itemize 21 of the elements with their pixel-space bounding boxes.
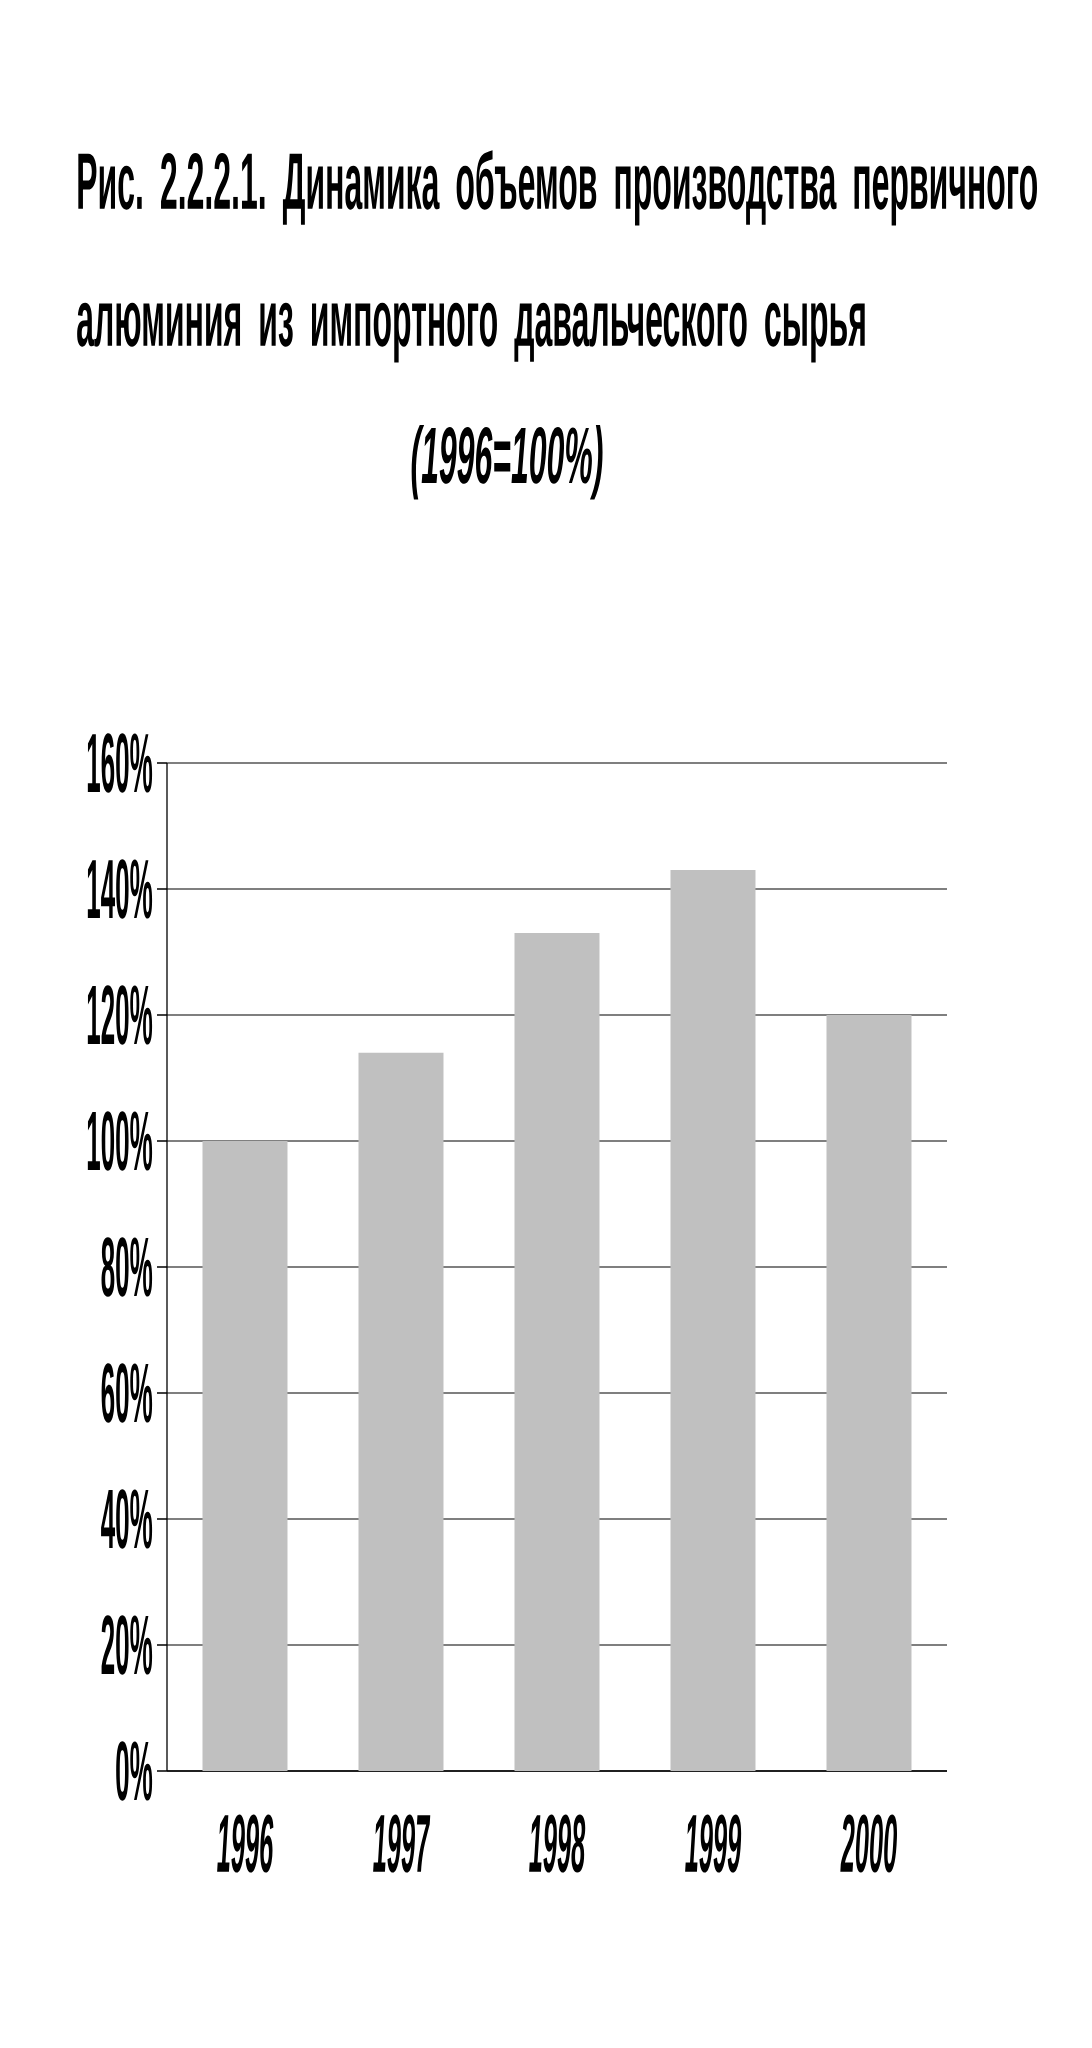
x-tick-label: 1996	[217, 1814, 274, 1873]
x-tick-label: 1999	[685, 1814, 742, 1873]
x-tick-label: 1998	[529, 1814, 586, 1873]
y-tick-label: 100%	[87, 1111, 153, 1171]
y-tick-label: 0%	[116, 1741, 153, 1801]
bar	[202, 1141, 288, 1771]
y-tick-label: 20%	[101, 1615, 153, 1675]
y-tick-label: 160%	[87, 733, 153, 793]
chart-subtitle: (1996=100%)	[411, 425, 603, 500]
y-tick-label: 60%	[101, 1363, 153, 1423]
bar	[358, 1052, 444, 1771]
y-tick-label: 40%	[101, 1489, 153, 1549]
y-tick-label: 80%	[101, 1237, 153, 1297]
x-tick-label: 2000	[840, 1814, 898, 1873]
chart-title: Рис. 2.2.2.1. Динамика объемов производства первичного алюминия из импортного давальческого сырья	[77, 150, 1038, 363]
bar	[514, 933, 600, 1771]
bar	[826, 1015, 912, 1771]
bar	[670, 870, 756, 1771]
x-tick-label: 1997	[373, 1814, 431, 1873]
y-tick-label: 120%	[87, 985, 153, 1045]
y-tick-label: 140%	[87, 859, 153, 919]
